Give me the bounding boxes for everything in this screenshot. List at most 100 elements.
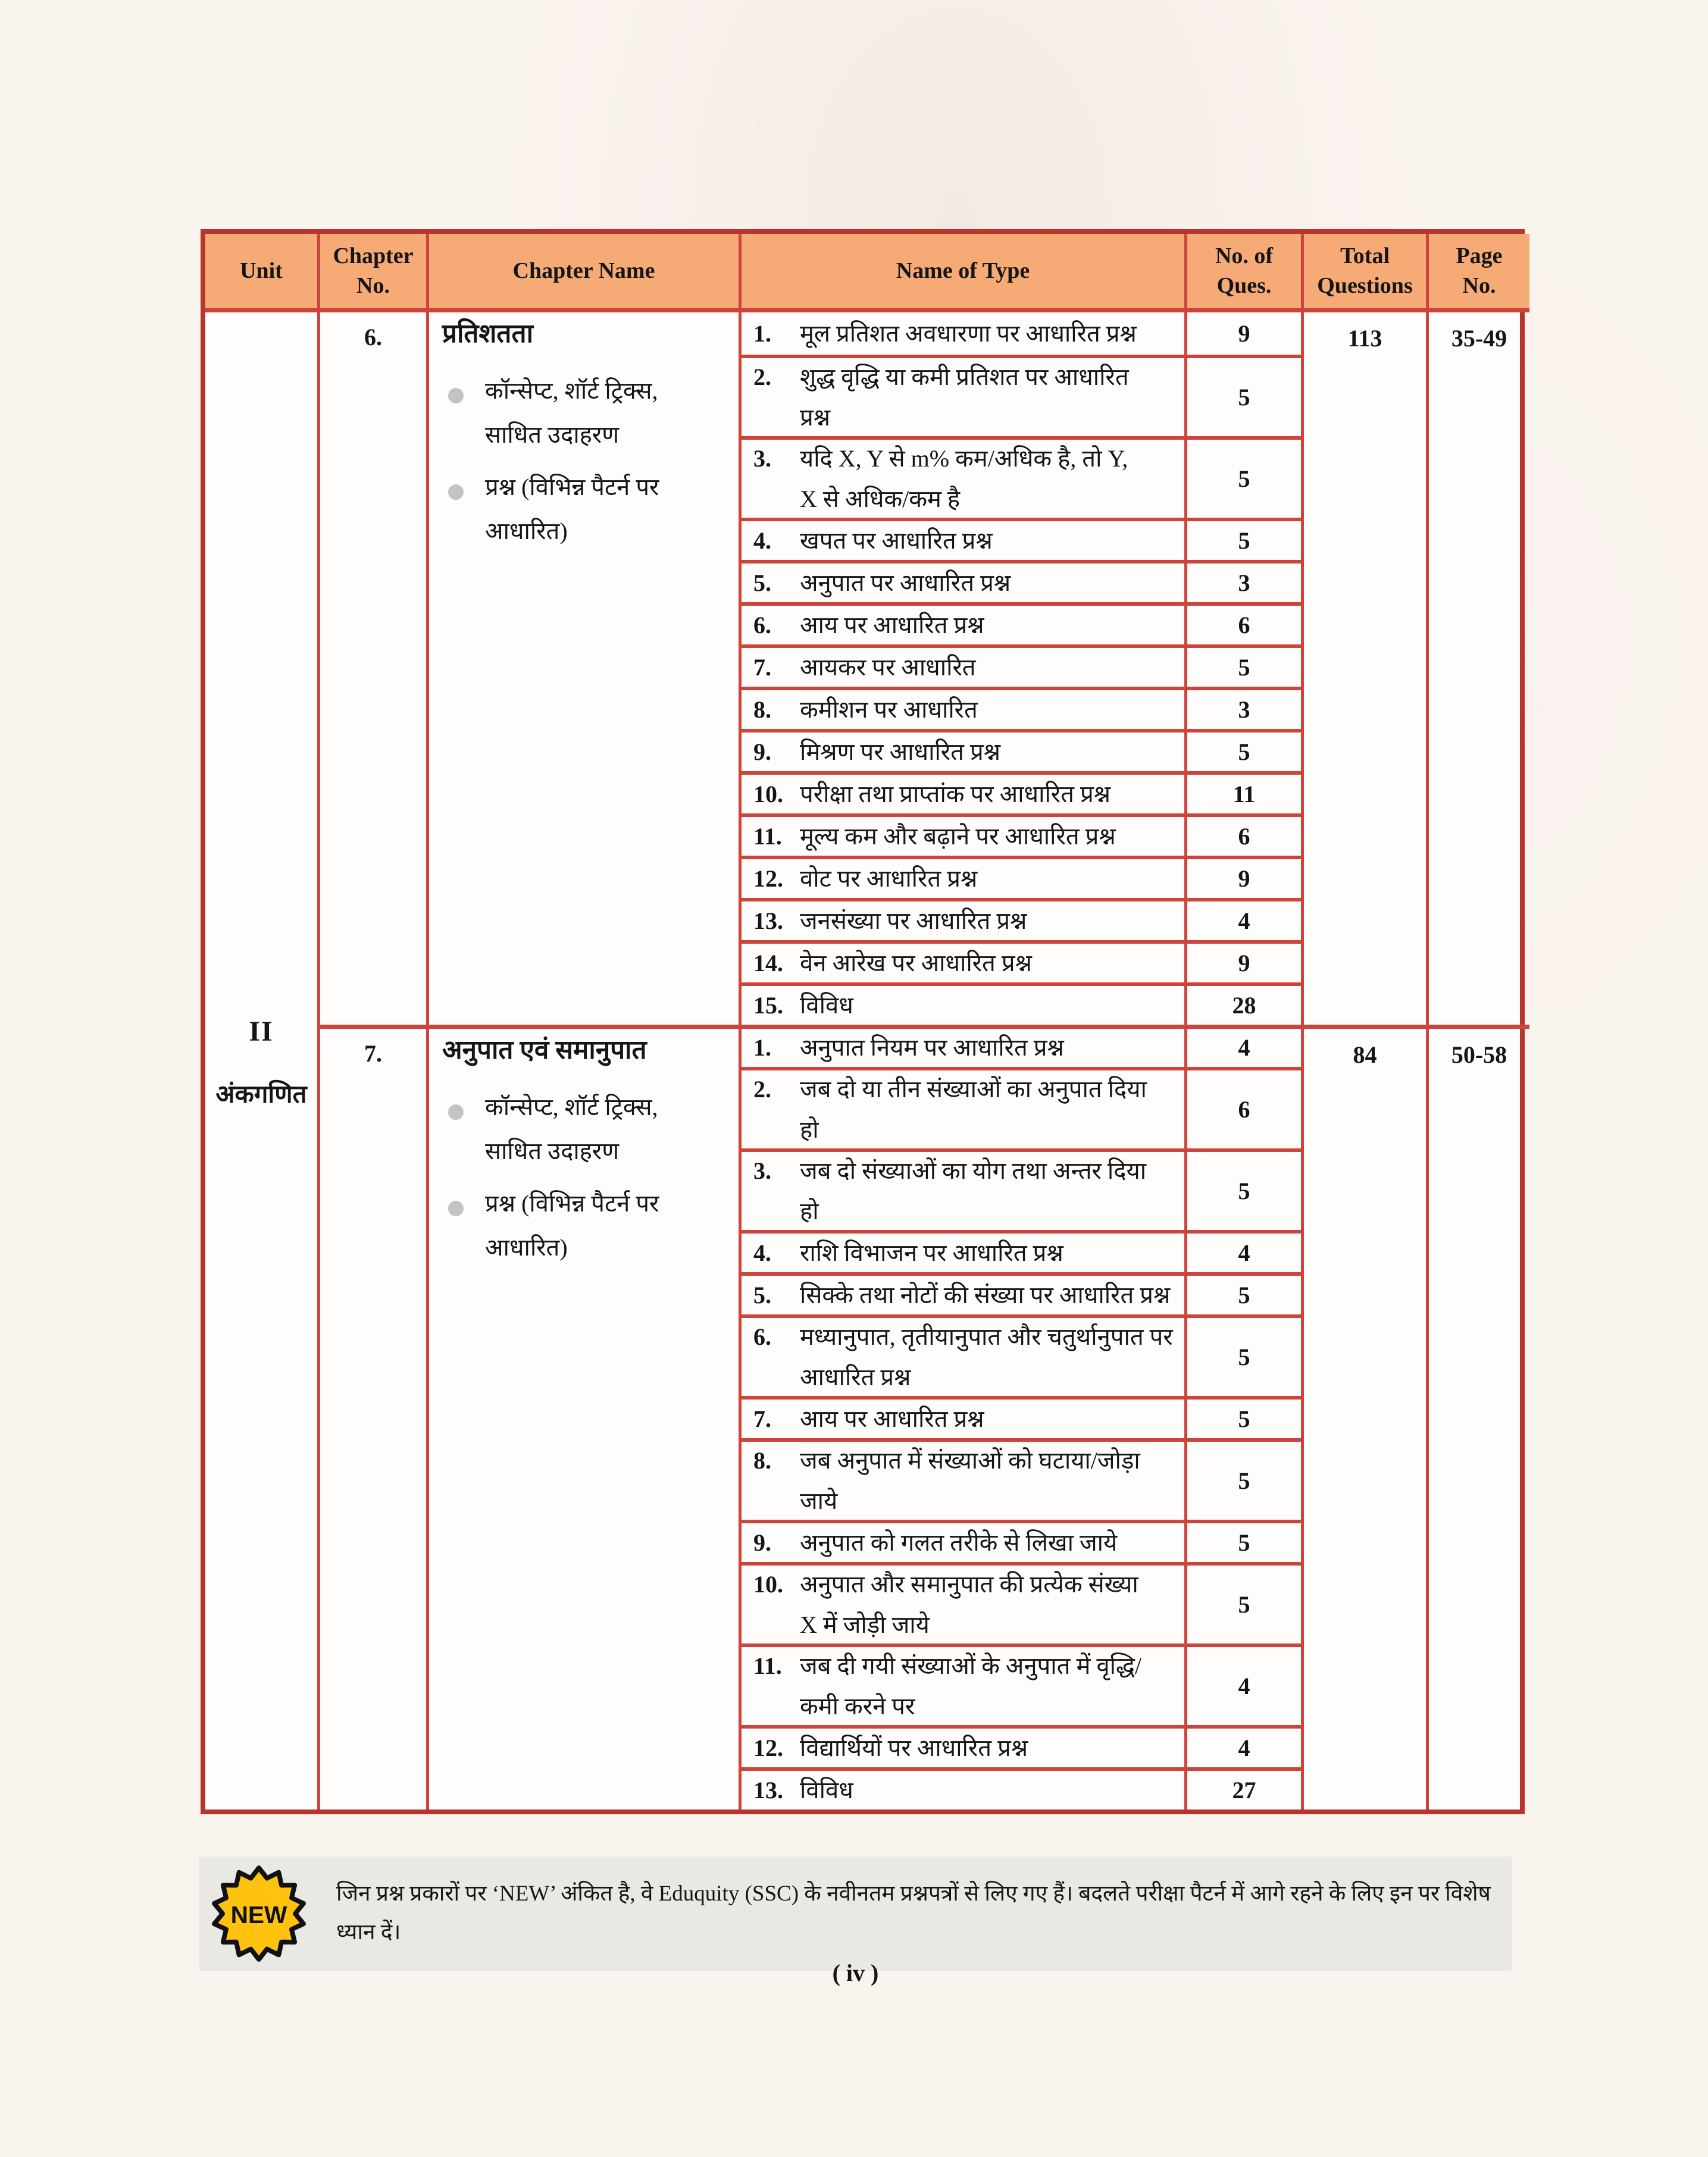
- type-name: यदि X, Y से m% कम/अधिक है, तो Y, X से अध…: [800, 444, 1128, 512]
- bullet-dot-icon: [448, 484, 464, 500]
- type-name: अनुपात नियम पर आधारित प्रश्न: [800, 1034, 1064, 1061]
- type-number: 5.: [753, 569, 771, 596]
- type-row-ques-count: 27: [1184, 1767, 1301, 1809]
- note-banner: NEW जिन प्रश्न प्रकारों पर ‘NEW’ अंकित ह…: [199, 1857, 1512, 1971]
- type-number: 3.: [753, 1157, 771, 1184]
- type-row-name: 9. मिश्रण पर आधारित प्रश्न: [739, 729, 1184, 771]
- type-row-name: 4. राशि विभाजन पर आधारित प्रश्न: [739, 1230, 1184, 1272]
- type-row-ques-count: 3: [1184, 560, 1301, 602]
- type-name: जब अनुपात में संख्याओं को घटाया/जोड़ा जा…: [800, 1447, 1140, 1514]
- type-number: 6.: [753, 1323, 771, 1350]
- type-row-name: 8. कमीशन पर आधारित: [739, 687, 1184, 729]
- chapter-number: 7.: [317, 1025, 426, 1809]
- type-row-ques-count: 6: [1184, 813, 1301, 856]
- type-row-ques-count: 9: [1184, 940, 1301, 982]
- type-name: जब दो संख्याओं का योग तथा अन्तर दिया हो: [800, 1157, 1147, 1225]
- type-name: आय पर आधारित प्रश्न: [800, 1405, 984, 1432]
- type-name: अनुपात और समानुपात की प्रत्येक संख्या X …: [800, 1570, 1138, 1638]
- type-number: 10.: [753, 1570, 783, 1598]
- header-chapter-name: Chapter Name: [426, 234, 739, 312]
- chapter-bullet-text: प्रश्न (विभिन्न पैटर्न पर आधारित): [485, 474, 659, 545]
- type-row-ques-count: 6: [1184, 1067, 1301, 1148]
- type-row-name: 5. सिक्के तथा नोटों की संख्या पर आधारित प…: [739, 1272, 1184, 1314]
- bullet-dot-icon: [448, 1201, 464, 1217]
- type-row-ques-count: 5: [1184, 1396, 1301, 1438]
- chapter-name-cell: अनुपात एवं समानुपात कॉन्सेप्ट, शॉर्ट ट्रि…: [426, 1025, 739, 1809]
- unit-name: अंकगणित: [215, 1081, 307, 1109]
- type-row-ques-count: 5: [1184, 1148, 1301, 1230]
- type-row-name: 3. यदि X, Y से m% कम/अधिक है, तो Y, X से …: [739, 436, 1184, 518]
- type-row-name: 9. अनुपात को गलत तरीके से लिखा जाये: [739, 1520, 1184, 1562]
- unit-cell: II अंकगणित: [205, 312, 317, 1809]
- new-badge-icon: NEW: [212, 1865, 306, 1962]
- chapter-bullet-text: कॉन्सेप्ट, शॉर्ट ट्रिक्स, साधित उदाहरण: [485, 377, 658, 449]
- type-row-name: 8. जब अनुपात में संख्याओं को घटाया/जोड़ा …: [739, 1438, 1184, 1520]
- contents-table: Unit Chapter No. Chapter Name Name of Type N…: [201, 229, 1529, 1814]
- type-row-ques-count: 28: [1184, 982, 1301, 1025]
- type-row-name: 12. विद्यार्थियों पर आधारित प्रश्न: [739, 1725, 1184, 1767]
- type-name: अनुपात पर आधारित प्रश्न: [800, 569, 1011, 596]
- type-number: 12.: [753, 865, 783, 892]
- type-row-ques-count: 4: [1184, 1643, 1301, 1725]
- type-row-name: 1. अनुपात नियम पर आधारित प्रश्न: [739, 1025, 1184, 1067]
- page-number-footer: ( iv ): [832, 1959, 879, 1986]
- type-number: 9.: [753, 738, 771, 765]
- type-name: विविध: [800, 1776, 853, 1804]
- type-row-ques-count: 9: [1184, 856, 1301, 898]
- type-name: कमीशन पर आधारित: [800, 696, 978, 723]
- chapter-name-cell: प्रतिशतता कॉन्सेप्ट, शॉर्ट ट्रिक्स, साधित…: [426, 312, 739, 1025]
- chapter-total-questions: 113: [1301, 312, 1426, 1025]
- type-number: 12.: [753, 1734, 783, 1761]
- type-row-ques-count: 5: [1184, 436, 1301, 518]
- type-row-ques-count: 6: [1184, 602, 1301, 644]
- type-row-name: 5. अनुपात पर आधारित प्रश्न: [739, 560, 1184, 602]
- type-row-name: 10. परीक्षा तथा प्राप्तांक पर आधारित प्रश…: [739, 771, 1184, 813]
- chapter-bullet-item: प्रश्न (विभिन्न पैटर्न पर आधारित): [442, 1182, 729, 1270]
- new-badge-label: NEW: [231, 1901, 287, 1929]
- header-total-questions: Total Questions: [1301, 234, 1426, 312]
- type-name: मूल्य कम और बढ़ाने पर आधारित प्रश्न: [800, 822, 1116, 850]
- type-name: शुद्ध वृद्धि या कमी प्रतिशत पर आधारित प्…: [800, 363, 1129, 431]
- type-number: 14.: [753, 949, 783, 976]
- type-row-name: 6. आय पर आधारित प्रश्न: [739, 602, 1184, 644]
- type-number: 9.: [753, 1529, 771, 1556]
- type-row-name: 12. वोट पर आधारित प्रश्न: [739, 856, 1184, 898]
- type-name: वेन आरेख पर आधारित प्रश्न: [800, 949, 1032, 976]
- type-name: आय पर आधारित प्रश्न: [800, 611, 984, 638]
- type-row-name: 14. वेन आरेख पर आधारित प्रश्न: [739, 940, 1184, 982]
- type-row-name: 1. मूल प्रतिशत अवधारणा पर आधारित प्रश्न: [739, 312, 1184, 355]
- type-name: परीक्षा तथा प्राप्तांक पर आधारित प्रश्न: [800, 780, 1110, 807]
- type-row-name: 7. आय पर आधारित प्रश्न: [739, 1396, 1184, 1438]
- chapter-page-range: 35-49: [1426, 312, 1529, 1025]
- type-number: 10.: [753, 780, 783, 807]
- type-number: 13.: [753, 1776, 783, 1804]
- type-number: 1.: [753, 320, 771, 347]
- chapter-page-range: 50-58: [1426, 1025, 1529, 1809]
- type-row-name: 7. आयकर पर आधारित: [739, 644, 1184, 687]
- chapter-title: प्रतिशतता: [442, 319, 533, 348]
- type-row-ques-count: 5: [1184, 1562, 1301, 1643]
- type-row-name: 2. जब दो या तीन संख्याओं का अनुपात दिया ह…: [739, 1067, 1184, 1148]
- type-name: मिश्रण पर आधारित प्रश्न: [800, 738, 1000, 765]
- type-name: विद्यार्थियों पर आधारित प्रश्न: [800, 1734, 1028, 1761]
- type-number: 8.: [753, 1447, 771, 1474]
- type-number: 8.: [753, 696, 771, 723]
- type-number: 7.: [753, 1405, 771, 1432]
- chapter-bullet-text: प्रश्न (विभिन्न पैटर्न पर आधारित): [485, 1190, 659, 1261]
- type-row-ques-count: 11: [1184, 771, 1301, 813]
- type-row-name: 3. जब दो संख्याओं का योग तथा अन्तर दिया ह…: [739, 1148, 1184, 1230]
- type-row-ques-count: 3: [1184, 687, 1301, 729]
- type-name: मध्यानुपात, तृतीयानुपात और चतुर्थानुपात …: [800, 1323, 1173, 1391]
- header-chapter-no: Chapter No.: [317, 234, 426, 312]
- type-row-name: 10. अनुपात और समानुपात की प्रत्येक संख्या…: [739, 1562, 1184, 1643]
- type-name: जब दी गयी संख्याओं के अनुपात में वृद्धि/…: [800, 1652, 1142, 1720]
- type-name: अनुपात को गलत तरीके से लिखा जाये: [800, 1529, 1118, 1556]
- header-name-of-type: Name of Type: [739, 234, 1184, 312]
- type-name: खपत पर आधारित प्रश्न: [800, 527, 993, 554]
- type-number: 13.: [753, 907, 783, 934]
- header-unit: Unit: [205, 234, 317, 312]
- type-number: 5.: [753, 1281, 771, 1308]
- type-name: मूल प्रतिशत अवधारणा पर आधारित प्रश्न: [800, 320, 1137, 347]
- type-row-ques-count: 4: [1184, 1230, 1301, 1272]
